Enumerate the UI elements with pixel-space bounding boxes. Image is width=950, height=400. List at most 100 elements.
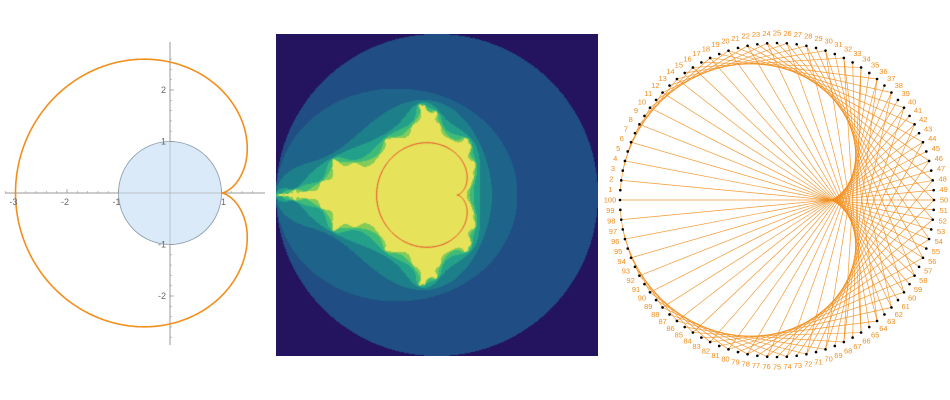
x-tick-label: 1 [221,197,226,207]
chord-line [649,50,729,109]
node-label: 19 [711,40,719,49]
node-dot [902,290,906,294]
node-label: 42 [919,115,927,124]
node-label: 91 [632,285,640,294]
node-dot [717,344,721,348]
chord-line [766,219,933,357]
chord-line [815,124,915,353]
node-label: 60 [908,294,916,303]
node-label: 28 [804,31,812,40]
node-label: 53 [937,227,945,236]
chord-line [709,57,910,285]
y-tick-label: -2 [158,291,166,301]
node-label: 29 [814,34,822,43]
node-dot [917,131,921,135]
y-tick-label: -1 [158,240,166,250]
node-dot [890,91,893,94]
chord-line [630,257,663,308]
node-label: 59 [914,285,922,294]
node-dot [700,336,703,339]
x-tick-label: -2 [61,197,69,207]
chord-line [825,107,905,350]
chord-line [852,67,862,338]
node-dot [683,71,687,75]
node-label: 98 [607,216,615,225]
node-label: 86 [666,324,674,333]
node-label: 62 [895,310,903,319]
node-label: 80 [721,354,729,363]
node-label: 97 [609,227,617,236]
node-label: 35 [871,60,879,69]
chord-line [624,179,933,240]
node-dot [851,61,854,64]
chord-line [747,99,899,355]
node-label: 37 [887,74,895,83]
node-dot [621,169,625,172]
node-label: 40 [908,97,916,106]
node-dot [908,282,911,286]
chord-line [701,62,862,68]
node-dot [867,71,871,75]
node-dot [875,77,879,81]
node-dot [921,140,925,144]
node-label: 75 [773,363,781,372]
mandelbrot-plot [276,34,598,356]
node-dot [654,298,658,302]
node-label: 87 [659,317,667,326]
node-dot [727,348,730,351]
node-label: 79 [731,357,739,366]
node-dot [833,344,837,348]
node-dot [626,150,629,153]
chord-line [709,115,910,343]
chord-line [669,314,787,358]
node-label: 70 [824,354,832,363]
node-dot [619,218,623,221]
chord-line [692,124,915,333]
node-dot [683,325,687,329]
node-dot [717,52,721,56]
chord-line [843,67,862,343]
node-label: 92 [626,276,634,285]
chord-line [692,332,844,343]
chord-line [834,92,892,347]
node-dot [931,179,935,182]
node-label: 25 [773,29,781,38]
node-label: 83 [692,342,700,351]
node-dot [736,46,740,50]
node-label: 74 [783,362,791,371]
node-dot [756,42,759,46]
node-dot [805,44,808,48]
node-dot [756,354,759,358]
node-label: 64 [879,324,887,333]
chord-line [737,47,915,125]
node-label: 96 [611,237,619,246]
chord-line [619,209,622,220]
node-dot [925,150,928,153]
node-label: 49 [939,185,947,194]
node-dot [814,46,818,50]
node-label: 46 [935,154,943,163]
node-label: 78 [742,360,750,369]
chord-line [728,291,905,350]
chord-line [747,45,924,143]
chord-line [719,53,892,93]
node-label: 57 [924,267,932,276]
chord-line [676,132,920,322]
node-dot [736,350,740,354]
node-dot [621,228,625,231]
node-label: 77 [752,361,760,370]
chord-line [662,141,924,308]
node-dot [643,282,646,286]
node-dot [913,123,916,126]
x-tick-label: -1 [112,197,120,207]
node-label: 11 [644,89,652,98]
node-label: 34 [862,55,870,64]
node-dot [932,188,935,192]
node-dot [805,352,808,356]
chord-line [796,44,930,240]
node-label: 67 [853,342,861,351]
node-dot [727,49,730,52]
node-label: 82 [702,347,710,356]
node-label: 41 [914,106,922,115]
